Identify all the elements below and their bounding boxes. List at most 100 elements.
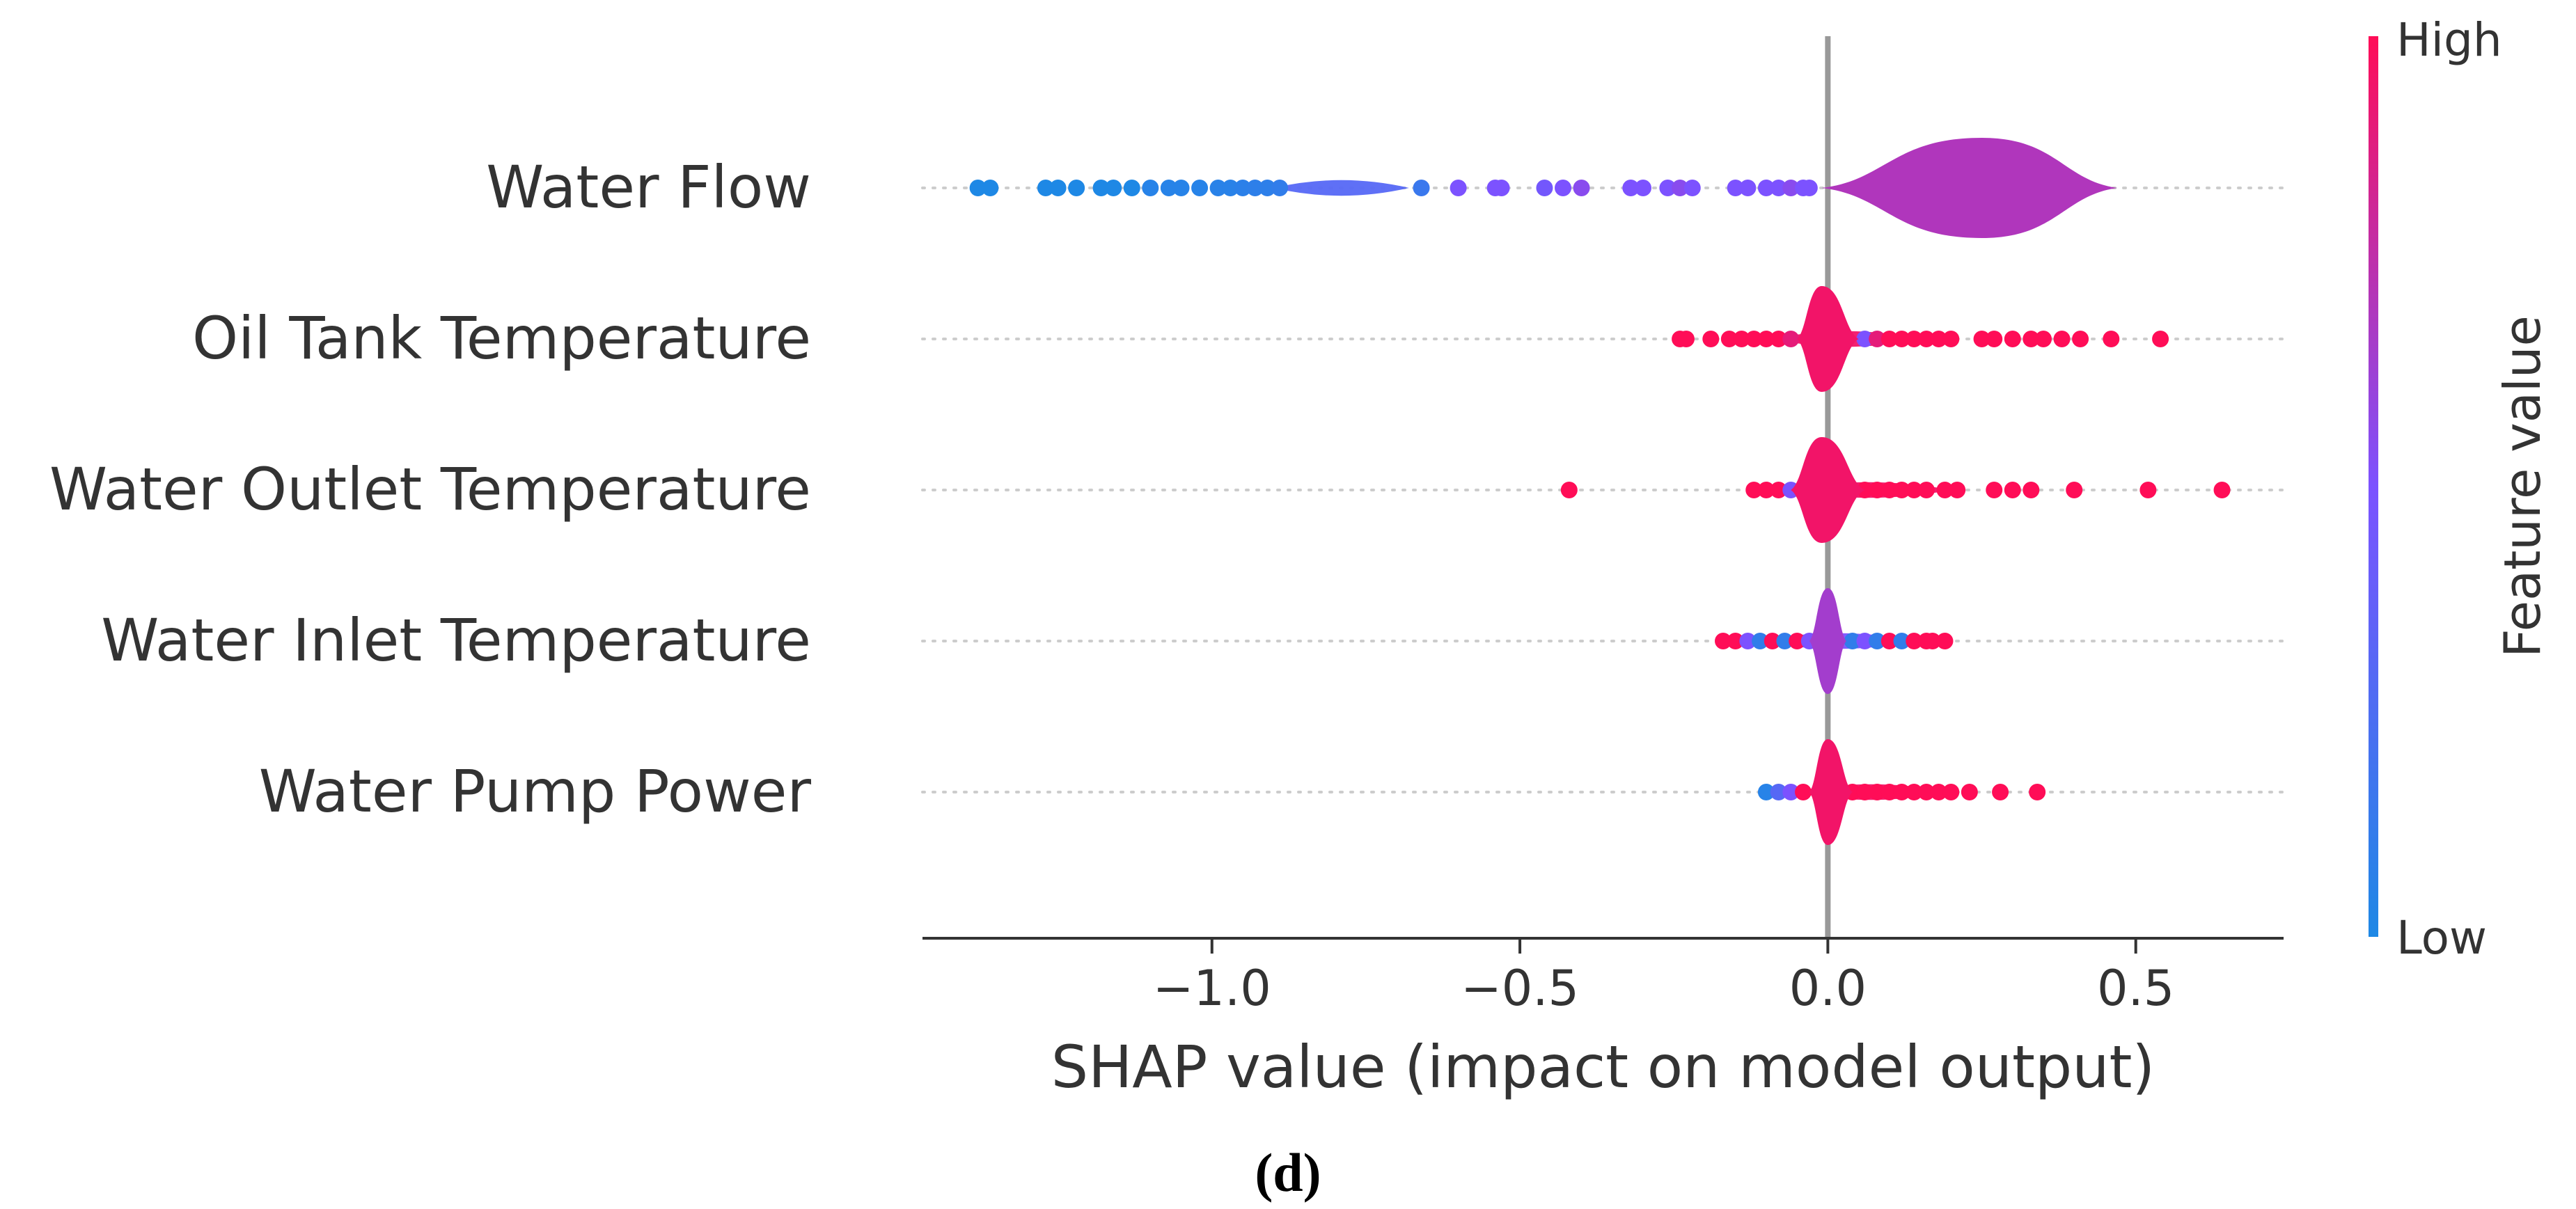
data-point [1924, 633, 1941, 649]
colorbar-high-label: High [2396, 13, 2502, 67]
data-point [2103, 331, 2120, 347]
data-point [1880, 784, 1898, 800]
feature-label: Oil Tank Temperature [192, 304, 811, 372]
data-point [2072, 331, 2089, 347]
violin-body [1791, 437, 1865, 543]
data-point [1727, 180, 1744, 196]
data-point [1917, 331, 1935, 347]
figure-caption: (d) [1255, 1142, 1321, 1203]
data-point [1936, 482, 1954, 498]
data-point [1880, 633, 1898, 649]
dense-band [1273, 180, 1409, 196]
x-axis: −1.0 −0.5 0.0 0.5 [922, 937, 2284, 1017]
data-point [1770, 482, 1787, 498]
data-point [2004, 482, 2021, 498]
data-point [1906, 482, 1923, 498]
data-point [1869, 633, 1886, 649]
data-point [1573, 180, 1590, 196]
data-point [1752, 633, 1769, 649]
data-point [1745, 331, 1763, 347]
data-point [2213, 482, 2231, 498]
data-point [1413, 180, 1430, 196]
violin-body [1809, 739, 1853, 845]
data-point [1930, 784, 1947, 800]
data-point [1795, 784, 1812, 800]
data-point [1869, 482, 1886, 498]
feature-label: Water Pump Power [259, 757, 812, 825]
violin-body [1797, 286, 1859, 392]
data-point [1949, 482, 1966, 498]
data-point [1893, 482, 1910, 498]
data-point [1191, 180, 1209, 196]
data-point [1123, 180, 1140, 196]
data-point [2152, 331, 2169, 347]
data-point [1757, 784, 1775, 800]
data-point [1917, 784, 1935, 800]
data-point [1757, 482, 1775, 498]
data-point [1659, 180, 1676, 196]
data-point [1068, 180, 1085, 196]
data-point [1986, 482, 2003, 498]
colorbar-title: Feature value [2493, 315, 2552, 658]
data-point [1844, 633, 1861, 649]
violin-body [1809, 588, 1846, 694]
data-point [1800, 180, 1818, 196]
data-point [2029, 784, 2046, 800]
data-point [1770, 331, 1787, 347]
data-point [1271, 180, 1289, 196]
data-point [2004, 331, 2021, 347]
x-tick-label: 0.5 [2097, 960, 2174, 1017]
data-point [1764, 633, 1781, 649]
data-point [1209, 180, 1227, 196]
data-point [1739, 633, 1757, 649]
data-point [1869, 784, 1886, 800]
data-point [1893, 331, 1910, 347]
data-point [1733, 331, 1750, 347]
data-point [1789, 633, 1806, 649]
data-point [1906, 331, 1923, 347]
data-point [1776, 633, 1793, 649]
data-point [1622, 180, 1640, 196]
x-tick-label: −1.0 [1153, 960, 1271, 1017]
data-point [1961, 784, 1978, 800]
data-point [1246, 180, 1264, 196]
data-point [2035, 331, 2052, 347]
data-point [2023, 331, 2040, 347]
feature-labels: Water Flow Oil Tank Temperature Water Outl… [49, 153, 812, 825]
data-point [1049, 180, 1067, 196]
data-point [1869, 331, 1886, 347]
data-point [2066, 482, 2083, 498]
data-point [1222, 180, 1239, 196]
data-point [1782, 784, 1800, 800]
x-axis-label: SHAP value (impact on model output) [1051, 1033, 2155, 1101]
data-point [1105, 180, 1122, 196]
data-point [1450, 180, 1467, 196]
data-point [1172, 180, 1190, 196]
feature-label: Water Inlet Temperature [101, 606, 811, 674]
data-point [1715, 633, 1731, 649]
data-point [1672, 180, 1689, 196]
data-point [1536, 180, 1553, 196]
data-point [2023, 482, 2040, 498]
data-point [1727, 633, 1744, 649]
data-point [1757, 180, 1775, 196]
data-point [1555, 180, 1571, 196]
data-point [1856, 784, 1874, 800]
data-point [1942, 784, 1960, 800]
data-point [1942, 331, 1960, 347]
data-point [1880, 482, 1898, 498]
data-point [1770, 180, 1787, 196]
data-point [1880, 331, 1898, 347]
data-point [1037, 180, 1054, 196]
data-point [1906, 633, 1923, 649]
data-point [1142, 180, 1159, 196]
data-point [2053, 331, 2071, 347]
data-point [1745, 482, 1763, 498]
x-tick-label: −0.5 [1461, 960, 1579, 1017]
data-point [1893, 633, 1910, 649]
data-point [1856, 633, 1874, 649]
colorbar [2369, 36, 2378, 937]
data-point [1893, 784, 1910, 800]
data-point [1092, 180, 1110, 196]
